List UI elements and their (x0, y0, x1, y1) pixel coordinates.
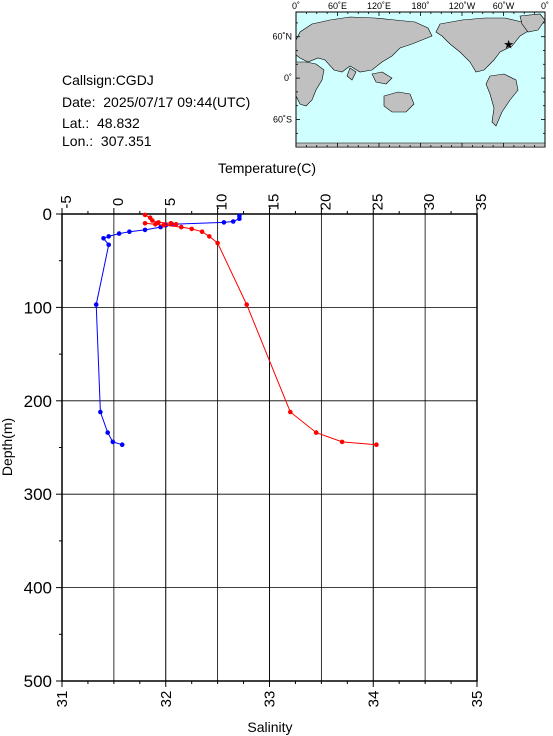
temperature-point (215, 240, 220, 246)
map-lon-label: 60˚E (328, 1, 347, 11)
temperature-tick-label: 15 (266, 194, 283, 211)
temperature-point (288, 409, 293, 415)
latitude-label: Lat.: 48.832 (62, 115, 140, 131)
salinity-tick-label: 33 (262, 691, 279, 708)
station-marker-icon: ★ (503, 37, 514, 51)
longitude-label: Lon.: 307.351 (62, 133, 152, 149)
salinity-point (119, 442, 125, 448)
temperature-axis-title: Temperature(C) (218, 160, 316, 176)
depth-tick-label: 500 (24, 672, 52, 691)
temperature-point (142, 221, 148, 226)
salinity-point (127, 229, 132, 234)
map-lon-label: 120˚W (449, 1, 476, 11)
depth-tick-label: 300 (24, 485, 52, 504)
temperature-point (374, 442, 379, 448)
temperature-point (339, 439, 345, 445)
map-lon-label: 0˚ (292, 1, 300, 11)
map-lon-label: 0˚ (541, 1, 549, 11)
callsign-label: Callsign:CGDJ (62, 72, 154, 88)
temperature-point (207, 234, 212, 239)
depth-tick-label: 0 (43, 205, 52, 224)
depth-tick-label: 200 (24, 392, 52, 411)
salinity-point (221, 220, 227, 225)
profile-chart: -5 0 5 10 15 20 25 30 35 31 32 33 34 35 0 100 200 300 40… (0, 160, 490, 735)
temperature-point (189, 226, 194, 232)
salinity-point (116, 231, 122, 236)
temperature-point (142, 212, 148, 218)
temperature-tick-label: 0 (110, 198, 127, 206)
temperature-tick-label: 30 (421, 194, 438, 211)
temperature-tick-label: 25 (369, 194, 386, 211)
map-lat-label: 0˚ (284, 73, 292, 83)
temperature-point (199, 229, 205, 234)
salinity-axis-title: Salinity (247, 719, 292, 735)
temperature-point (244, 302, 249, 307)
depth-axis-title: Depth(m) (0, 418, 15, 476)
salinity-point (106, 234, 111, 239)
salinity-point (142, 227, 148, 233)
temperature-point (313, 430, 319, 435)
map-lon-label: 60˚W (493, 1, 515, 11)
map-lat-label: 60˚S (273, 115, 292, 125)
temperature-tick-label: 20 (317, 194, 334, 211)
salinity-tick-label: 31 (54, 691, 71, 708)
date-label: Date: 2025/07/17 09:44(UTC) (62, 94, 251, 110)
temperature-tick-label: 5 (162, 198, 179, 206)
salinity-point (105, 430, 110, 435)
salinity-point (237, 216, 242, 221)
salinity-point (101, 236, 106, 241)
salinity-point (106, 242, 111, 248)
salinity-tick-label: 32 (158, 691, 175, 708)
temperature-tick-label: -5 (58, 195, 75, 208)
salinity-tick-label: 34 (365, 691, 382, 708)
temperature-point (153, 222, 158, 227)
salinity-point (93, 302, 99, 307)
map-lon-label: 180˚ (411, 1, 429, 11)
salinity-point (110, 439, 116, 445)
map-lat-label: 60˚N (272, 32, 292, 42)
temperature-point (168, 221, 174, 226)
temperature-point (179, 224, 184, 230)
temperature-tick-label: 35 (473, 194, 490, 211)
salinity-point (98, 409, 103, 415)
temperature-tick-label: 10 (214, 194, 231, 211)
depth-tick-label: 400 (24, 579, 52, 598)
temperature-point (173, 222, 179, 227)
salinity-point (230, 219, 236, 224)
depth-tick-label: 100 (24, 298, 52, 317)
map-lon-label: 120˚E (367, 1, 391, 11)
salinity-tick-label: 35 (469, 691, 486, 708)
temperature-point (161, 222, 166, 228)
temperature-point (150, 218, 155, 223)
